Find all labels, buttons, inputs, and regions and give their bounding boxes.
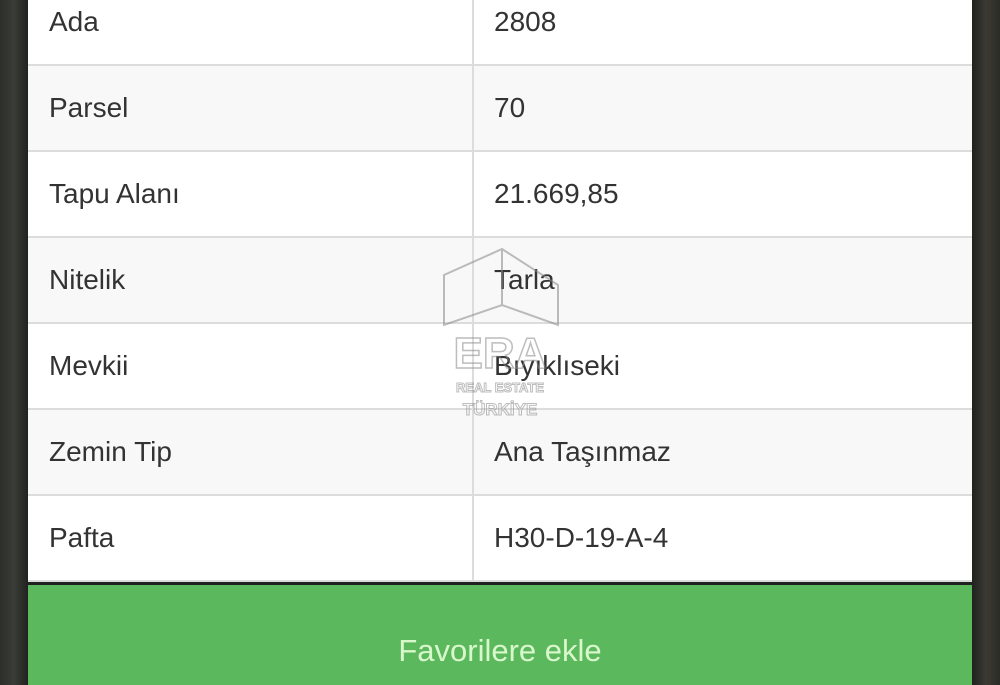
add-to-favorites-button[interactable]: Favorilere ekle [28, 585, 972, 685]
table-row: Zemin Tip Ana Taşınmaz [28, 410, 972, 496]
row-label: Zemin Tip [28, 410, 474, 494]
row-value: 70 [494, 92, 526, 123]
add-to-favorites-label: Favorilere ekle [398, 633, 602, 668]
row-value: Bıyıklıseki [494, 350, 621, 381]
row-label: Parsel [28, 66, 474, 150]
table-row: Pafta H30-D-19-A-4 [28, 496, 972, 582]
row-value: Ana Taşınmaz [494, 436, 671, 467]
row-value: H30-D-19-A-4 [494, 522, 669, 553]
row-label: Nitelik [28, 238, 474, 322]
row-value: 21.669,85 [494, 178, 619, 209]
row-label: Pafta [28, 496, 474, 580]
property-details-table: Ada 2808 Parsel 70 Tapu Alanı 21.669,85 Nit… [28, 0, 972, 582]
table-row: Nitelik Tarla [28, 238, 972, 324]
table-row: Tapu Alanı 21.669,85 [28, 152, 972, 238]
table-row: Parsel 70 [28, 66, 972, 152]
row-label: Ada [28, 0, 474, 64]
row-value: Tarla [494, 264, 555, 295]
row-label: Mevkii [28, 324, 474, 408]
table-row: Ada 2808 [28, 0, 972, 66]
row-label: Tapu Alanı [28, 152, 474, 236]
table-row: Mevkii Bıyıklıseki [28, 324, 972, 410]
row-value: 2808 [494, 6, 557, 37]
